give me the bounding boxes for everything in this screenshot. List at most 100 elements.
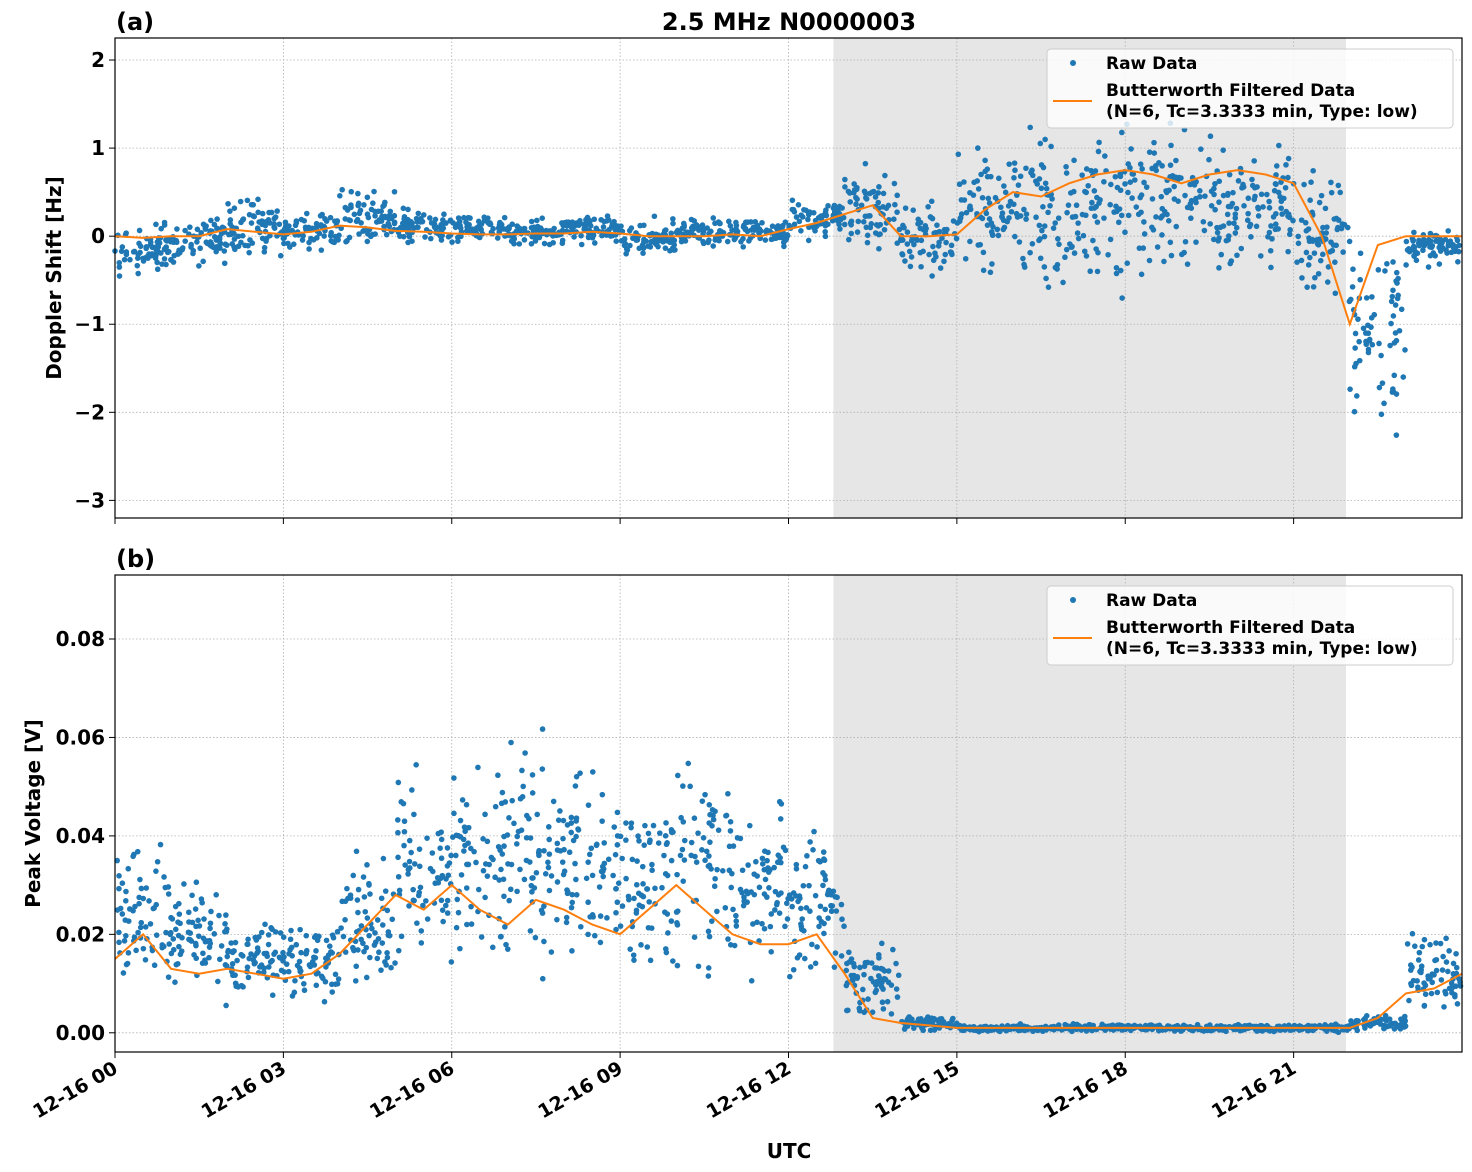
raw-point [416, 863, 423, 870]
raw-point [745, 862, 751, 868]
raw-point [707, 811, 713, 818]
raw-point [229, 961, 236, 967]
raw-point [372, 213, 378, 219]
raw-point [902, 205, 909, 211]
raw-point [522, 750, 528, 756]
raw-point [342, 917, 348, 923]
raw-point [1119, 129, 1125, 136]
raw-point [1041, 233, 1048, 240]
raw-point [983, 210, 990, 217]
raw-point [170, 936, 177, 942]
raw-point [753, 858, 759, 865]
raw-point [418, 940, 425, 946]
raw-point [307, 963, 314, 970]
raw-point [332, 971, 339, 978]
raw-point [526, 815, 532, 822]
raw-point [1167, 162, 1174, 168]
raw-point [435, 879, 442, 886]
raw-point [406, 231, 413, 237]
raw-point [640, 250, 646, 256]
x-tick-label: 12-16 21 [1208, 1057, 1300, 1123]
raw-point [1328, 189, 1335, 196]
raw-point [1356, 338, 1362, 345]
raw-point [365, 214, 372, 221]
raw-point [899, 251, 906, 258]
raw-point [1118, 212, 1125, 219]
raw-point [980, 267, 987, 274]
raw-point [937, 265, 944, 271]
y-tick-label: 0.02 [56, 922, 105, 946]
raw-point [831, 964, 838, 970]
raw-point [369, 925, 375, 932]
raw-point [1101, 215, 1107, 221]
raw-point [939, 235, 945, 241]
raw-point [119, 880, 126, 886]
raw-point [1043, 275, 1049, 282]
raw-point [725, 936, 731, 942]
raw-point [1449, 989, 1455, 996]
raw-point [444, 863, 451, 869]
raw-point [1105, 251, 1111, 258]
raw-point [121, 938, 128, 944]
raw-point [1164, 211, 1170, 218]
raw-point [820, 870, 826, 876]
raw-point [810, 847, 816, 853]
raw-point [364, 915, 371, 921]
raw-point [392, 960, 398, 966]
raw-point [395, 854, 401, 861]
raw-point [883, 205, 890, 211]
raw-point [496, 877, 503, 883]
raw-point [554, 840, 561, 847]
raw-point [1092, 168, 1099, 174]
raw-point [822, 233, 829, 240]
raw-point [756, 226, 763, 232]
raw-point [1231, 220, 1237, 227]
raw-point [509, 797, 516, 804]
raw-point [1387, 342, 1393, 349]
raw-point [599, 791, 606, 798]
raw-point [207, 920, 214, 927]
raw-point [880, 986, 886, 992]
raw-point [1396, 327, 1403, 334]
raw-point [994, 226, 1001, 233]
raw-point [988, 173, 994, 180]
raw-point [473, 859, 479, 866]
raw-point [546, 836, 553, 843]
raw-point [767, 923, 774, 930]
raw-point [1390, 386, 1396, 392]
raw-point [1136, 245, 1143, 251]
raw-point [754, 919, 760, 926]
raw-point [539, 766, 546, 772]
raw-point [465, 824, 472, 831]
y-tick-label: 0.04 [56, 824, 105, 848]
raw-point [159, 261, 165, 267]
raw-point [614, 809, 621, 816]
raw-point [1278, 198, 1285, 205]
raw-point [214, 216, 220, 222]
raw-point [664, 872, 671, 879]
raw-point [1045, 209, 1051, 216]
raw-point [445, 872, 452, 879]
raw-point [165, 974, 172, 980]
raw-point [1456, 242, 1462, 249]
raw-point [793, 865, 800, 872]
raw-point [1328, 179, 1334, 186]
raw-point [277, 930, 284, 936]
raw-point [238, 951, 245, 958]
raw-point [459, 797, 466, 803]
raw-point [245, 974, 252, 981]
raw-point [1017, 173, 1024, 180]
raw-point [354, 897, 361, 903]
raw-point [659, 884, 665, 891]
raw-point [1075, 220, 1081, 226]
raw-point [389, 916, 396, 923]
raw-point [498, 221, 505, 228]
raw-point [1453, 950, 1459, 957]
raw-point [630, 952, 637, 958]
raw-point [222, 921, 228, 927]
raw-point [702, 791, 708, 798]
raw-point [492, 874, 498, 881]
raw-point [1402, 347, 1408, 353]
raw-point [1042, 180, 1049, 187]
raw-point [568, 904, 575, 911]
